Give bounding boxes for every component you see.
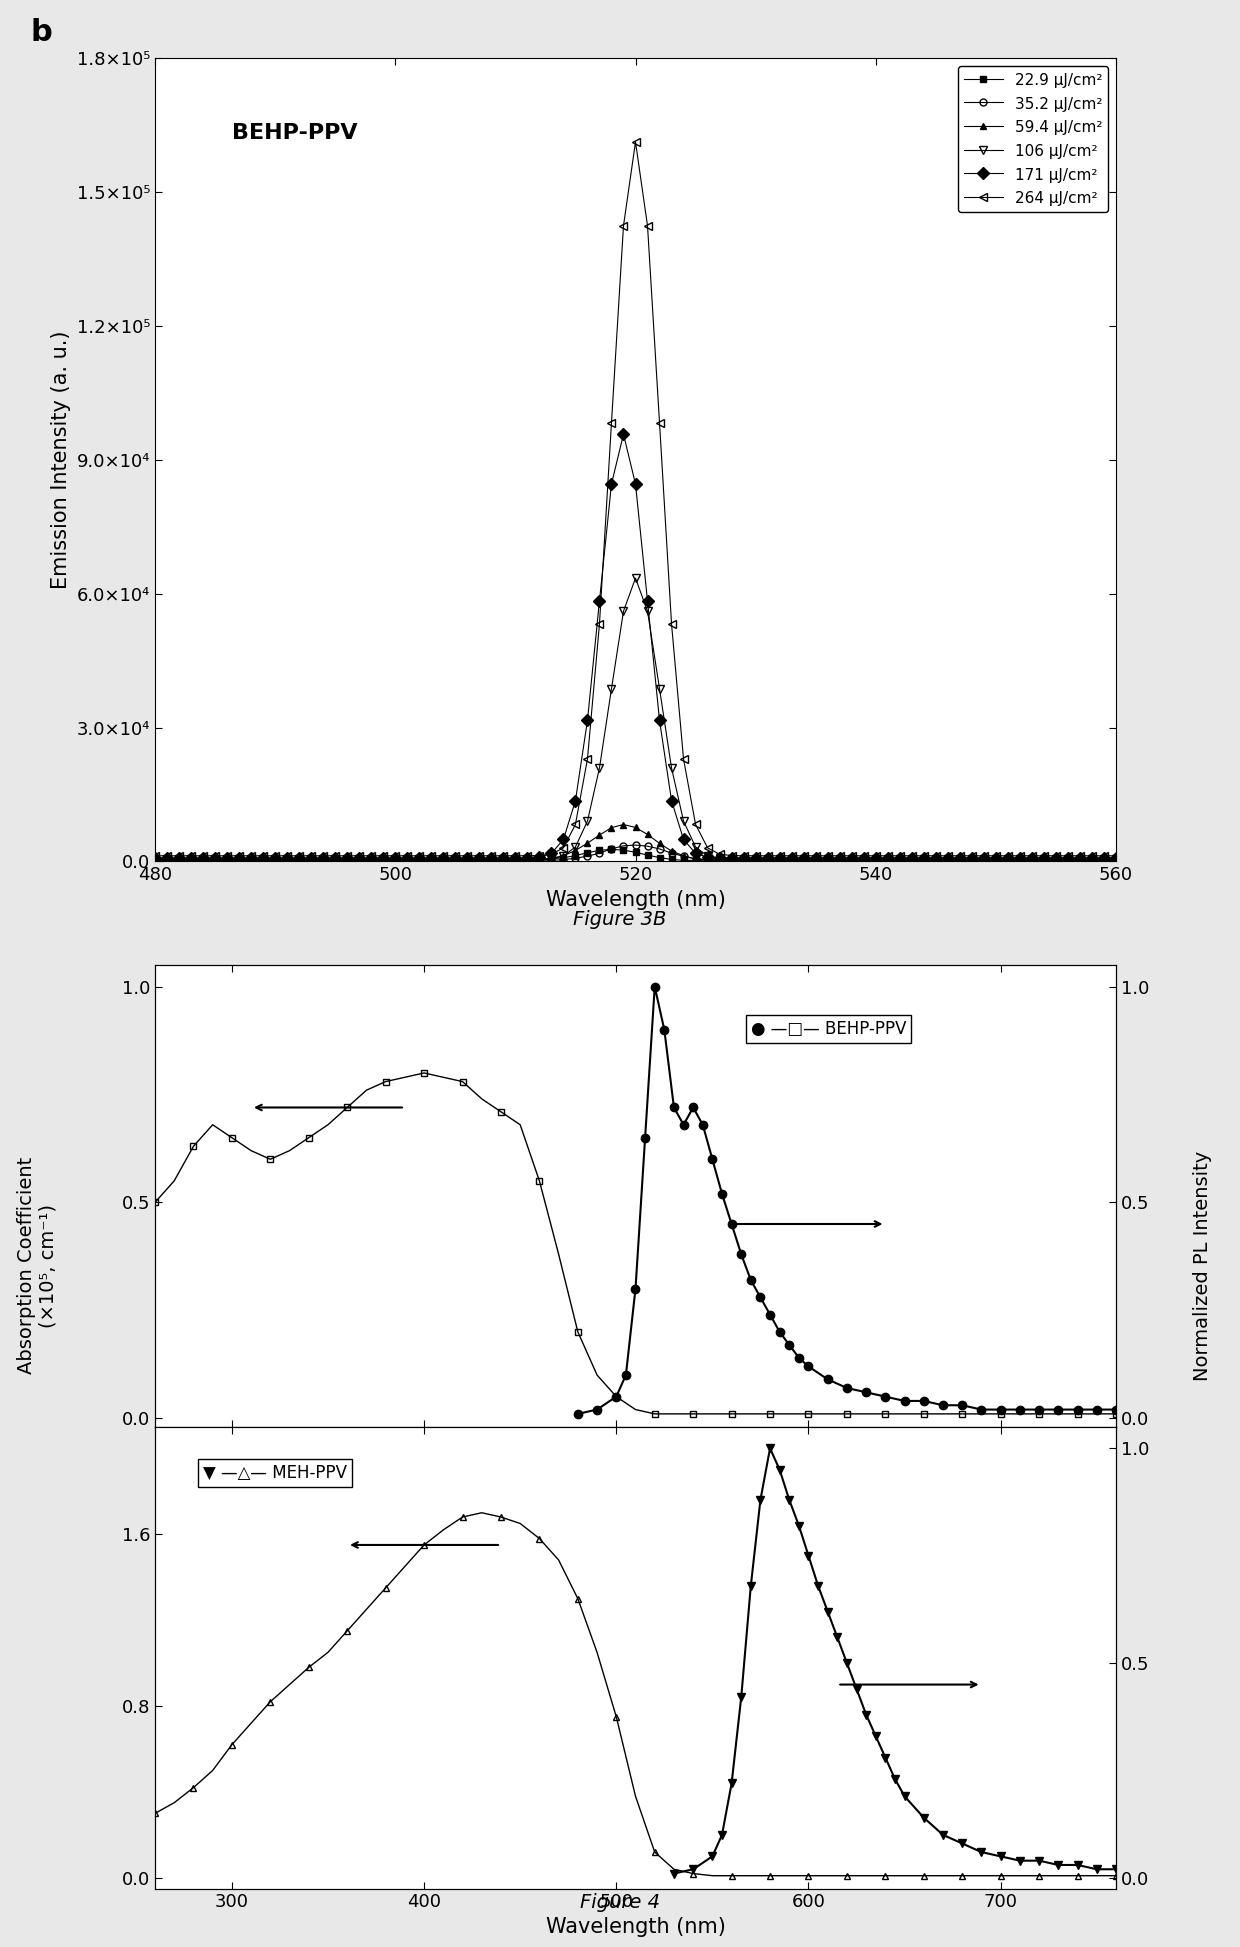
Line: 35.2 μJ/cm²: 35.2 μJ/cm² [151,841,1120,864]
106 μJ/cm² [868,847,883,870]
59.4 μJ/cm² [760,849,775,872]
Text: BEHP-PPV: BEHP-PPV [232,123,357,142]
35.2 μJ/cm² [688,847,703,870]
35.2 μJ/cm² [148,849,162,872]
59.4 μJ/cm² [868,849,883,872]
Text: b: b [30,18,52,47]
264 μJ/cm² [988,845,1003,868]
59.4 μJ/cm² [940,849,955,872]
171 μJ/cm² [1109,847,1123,870]
106 μJ/cm² [629,567,644,590]
35.2 μJ/cm² [880,849,895,872]
35.2 μJ/cm² [629,833,644,857]
106 μJ/cm² [988,847,1003,870]
Text: Figure 4: Figure 4 [580,1892,660,1912]
22.9 μJ/cm² [916,849,931,872]
171 μJ/cm² [868,847,883,870]
Text: Normalized PL Intensity: Normalized PL Intensity [1193,1151,1213,1380]
35.2 μJ/cm² [952,849,967,872]
Line: 59.4 μJ/cm²: 59.4 μJ/cm² [151,822,1120,864]
264 μJ/cm² [148,845,162,868]
59.4 μJ/cm² [1001,849,1016,872]
Text: ▼ —△— MEH-PPV: ▼ —△— MEH-PPV [203,1464,347,1482]
35.2 μJ/cm² [760,849,775,872]
171 μJ/cm² [988,847,1003,870]
22.9 μJ/cm² [148,849,162,872]
264 μJ/cm² [868,845,883,868]
59.4 μJ/cm² [1037,849,1052,872]
59.4 μJ/cm² [688,847,703,870]
Y-axis label: Emission Intensity (a. u.): Emission Intensity (a. u.) [51,331,71,590]
Line: 171 μJ/cm²: 171 μJ/cm² [151,430,1120,863]
264 μJ/cm² [629,130,644,154]
Text: Absorption Coefficient
(×10⁵, cm⁻¹): Absorption Coefficient (×10⁵, cm⁻¹) [16,1157,58,1375]
35.2 μJ/cm² [1001,849,1016,872]
35.2 μJ/cm² [1037,849,1052,872]
22.9 μJ/cm² [604,837,619,861]
35.2 μJ/cm² [796,849,811,872]
264 μJ/cm² [760,845,775,868]
X-axis label: Wavelength (nm): Wavelength (nm) [546,1918,725,1937]
Text: ● —□— BEHP-PPV: ● —□— BEHP-PPV [751,1020,906,1038]
Line: 264 μJ/cm²: 264 μJ/cm² [151,138,1120,861]
59.4 μJ/cm² [988,849,1003,872]
106 μJ/cm² [760,847,775,870]
22.9 μJ/cm² [1037,849,1052,872]
22.9 μJ/cm² [1001,849,1016,872]
22.9 μJ/cm² [688,849,703,872]
264 μJ/cm² [1109,845,1123,868]
Line: 22.9 μJ/cm²: 22.9 μJ/cm² [151,845,1120,864]
X-axis label: Wavelength (nm): Wavelength (nm) [546,890,725,909]
59.4 μJ/cm² [1109,849,1123,872]
106 μJ/cm² [940,847,955,870]
35.2 μJ/cm² [1109,849,1123,872]
59.4 μJ/cm² [616,814,631,837]
22.9 μJ/cm² [760,849,775,872]
59.4 μJ/cm² [148,849,162,872]
264 μJ/cm² [940,845,955,868]
171 μJ/cm² [940,847,955,870]
22.9 μJ/cm² [1109,849,1123,872]
22.9 μJ/cm² [952,849,967,872]
171 μJ/cm² [148,847,162,870]
22.9 μJ/cm² [868,849,883,872]
171 μJ/cm² [1024,847,1039,870]
106 μJ/cm² [688,835,703,859]
106 μJ/cm² [1109,847,1123,870]
264 μJ/cm² [688,812,703,835]
Legend: 22.9 μJ/cm², 35.2 μJ/cm², 59.4 μJ/cm², 106 μJ/cm², 171 μJ/cm², 264 μJ/cm²: 22.9 μJ/cm², 35.2 μJ/cm², 59.4 μJ/cm², 1… [959,66,1109,212]
171 μJ/cm² [688,841,703,864]
Line: 106 μJ/cm²: 106 μJ/cm² [151,574,1120,863]
264 μJ/cm² [1024,845,1039,868]
171 μJ/cm² [760,847,775,870]
Text: Figure 3B: Figure 3B [573,909,667,929]
106 μJ/cm² [1024,847,1039,870]
171 μJ/cm² [616,422,631,446]
106 μJ/cm² [148,847,162,870]
